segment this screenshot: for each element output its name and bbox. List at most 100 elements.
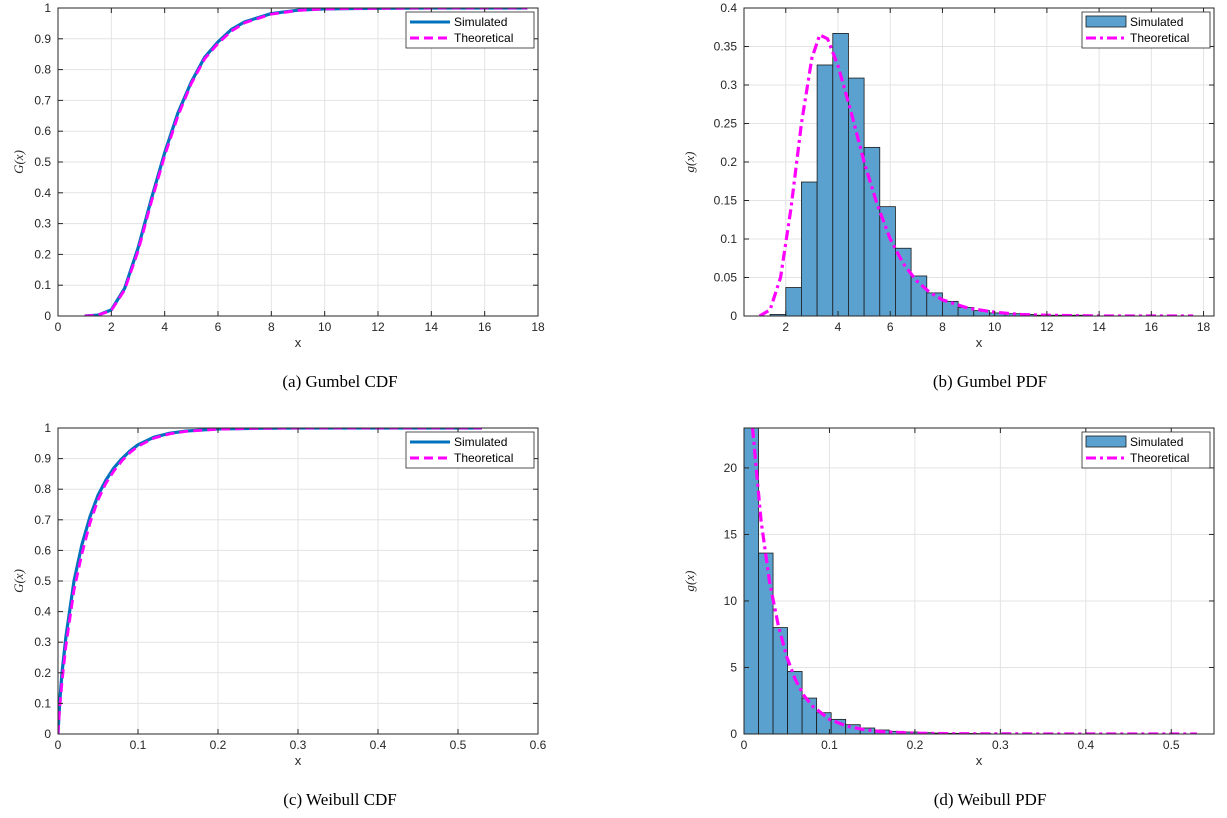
- x-tick-label: 0: [55, 738, 62, 752]
- y-tick-label: 0.15: [714, 194, 738, 208]
- histogram-bar: [895, 247, 912, 316]
- legend: Simulated Theoretical: [405, 431, 535, 469]
- y-tick-label: 20: [724, 461, 738, 475]
- x-tick-label: 4: [161, 320, 168, 334]
- y-tick-label: 15: [724, 527, 738, 541]
- x-tick-label: 16: [478, 320, 492, 334]
- y-tick-label: 0.3: [720, 78, 737, 92]
- y-axis-label: G(x): [11, 150, 26, 174]
- series-line-theoretical: [758, 33, 1194, 316]
- tick-labels: 0 2 4 6 8 10 12 14 16 18 0 0.1 0.2 0.3 0.4 0.5 0.6 0.7 0.8…: [34, 1, 545, 334]
- x-tick-label: 0.4: [1077, 738, 1094, 752]
- y-tick-label: 0.5: [34, 574, 51, 588]
- y-axis-label: G(x): [11, 569, 26, 593]
- y-tick-label: 0.4: [720, 1, 737, 15]
- x-tick-label: 2: [108, 320, 115, 334]
- legend-label-theoretical: Theoretical: [1130, 451, 1189, 465]
- y-tick-label: 0.3: [34, 217, 51, 231]
- histogram-bar: [910, 275, 928, 316]
- y-tick-label: 0.2: [720, 155, 737, 169]
- x-axis-label: x: [295, 335, 302, 350]
- y-tick-label: 0: [730, 727, 737, 741]
- histogram-bar: [926, 292, 943, 316]
- x-tick-label: 18: [531, 320, 545, 334]
- legend-label-theoretical: Theoretical: [454, 31, 513, 45]
- x-tick-label: 6: [887, 320, 894, 334]
- x-tick-label: 0.3: [992, 738, 1009, 752]
- x-tick-label: 0: [55, 320, 62, 334]
- legend: Simulated Theoretical: [405, 11, 535, 49]
- chart-weibull-cdf-svg: 0 0.1 0.2 0.3 0.4 0.5 0.6 0 0.1 0.2 0.3 0.4 0.5 0.6 0.…: [11, 421, 547, 768]
- y-tick-label: 0.5: [34, 155, 51, 169]
- legend-label-simulated: Simulated: [454, 15, 507, 29]
- plot-content: [744, 428, 1197, 734]
- y-tick-label: 0.4: [34, 605, 51, 619]
- caption-weibull-cdf: (c) Weibull CDF: [283, 790, 397, 809]
- y-tick-label: 0.9: [34, 32, 51, 46]
- x-tick-label: 0.5: [1163, 738, 1180, 752]
- x-tick-label: 14: [1092, 320, 1106, 334]
- caption-gumbel-pdf: (b) Gumbel PDF: [932, 372, 1048, 391]
- y-tick-label: 0.8: [34, 482, 51, 496]
- y-tick-label: 0.1: [720, 232, 737, 246]
- histogram-bar: [863, 146, 881, 316]
- chart-weibull-pdf: 0 0.1 0.2 0.3 0.4 0.5 0 5 10 15 20 x g(x) Simulated Th…: [660, 418, 1227, 778]
- chart-weibull-cdf: 0 0.1 0.2 0.3 0.4 0.5 0.6 0 0.1 0.2 0.3 0.4 0.5 0.6 0.…: [0, 418, 560, 778]
- x-tick-label: 8: [268, 320, 275, 334]
- x-axis-label: x: [295, 753, 302, 768]
- y-tick-label: 0.3: [34, 635, 51, 649]
- y-tick-label: 0.1: [34, 696, 51, 710]
- legend-swatch-simulated: [1085, 435, 1127, 448]
- y-tick-label: 1: [44, 421, 51, 435]
- x-tick-label: 0.2: [907, 738, 924, 752]
- y-tick-label: 0.05: [714, 271, 738, 285]
- x-tick-label: 0.1: [130, 738, 147, 752]
- y-tick-label: 5: [730, 660, 737, 674]
- chart-gumbel-cdf: 0 2 4 6 8 10 12 14 16 18 0 0.1 0.2 0.3 0.4 0.5 0.6 0.7 0.8…: [0, 0, 560, 360]
- legend-label-simulated: Simulated: [1130, 15, 1183, 29]
- y-tick-label: 0.1: [34, 278, 51, 292]
- x-tick-label: 14: [425, 320, 439, 334]
- x-tick-label: 4: [835, 320, 842, 334]
- series-line-theoretical: [58, 428, 482, 734]
- y-tick-label: 0: [44, 727, 51, 741]
- caption-weibull-pdf: (d) Weibull PDF: [933, 790, 1047, 809]
- y-tick-label: 0.2: [34, 247, 51, 261]
- x-tick-label: 0.6: [530, 738, 547, 752]
- y-tick-label: 0: [730, 309, 737, 323]
- plot-content: [58, 428, 482, 734]
- x-tick-label: 2: [782, 320, 789, 334]
- legend: Simulated Theoretical: [1081, 431, 1211, 469]
- x-axis-label: x: [976, 753, 983, 768]
- legend-label-simulated: Simulated: [1130, 435, 1183, 449]
- y-tick-label: 0.8: [34, 63, 51, 77]
- tick-labels: 0 0.1 0.2 0.3 0.4 0.5 0 5 10 15 20: [724, 428, 1214, 752]
- plot-area: [744, 428, 1214, 734]
- legend-swatch-simulated: [1085, 15, 1127, 28]
- y-tick-label: 0.7: [34, 513, 51, 527]
- x-tick-label: 0: [741, 738, 748, 752]
- y-tick-label: 0: [44, 309, 51, 323]
- y-tick-label: 0.2: [34, 666, 51, 680]
- axes-box: [743, 427, 1215, 735]
- y-tick-label: 1: [44, 1, 51, 15]
- y-tick-label: 0.6: [34, 124, 51, 138]
- chart-weibull-pdf-svg: 0 0.1 0.2 0.3 0.4 0.5 0 5 10 15 20 x g(x) Simulated Th…: [682, 427, 1215, 768]
- x-tick-label: 0.4: [370, 738, 387, 752]
- y-axis-label: g(x): [682, 571, 697, 592]
- y-tick-label: 10: [724, 594, 738, 608]
- y-tick-label: 0.7: [34, 93, 51, 107]
- legend-label-theoretical: Theoretical: [454, 451, 513, 465]
- x-tick-label: 0.2: [210, 738, 227, 752]
- chart-gumbel-cdf-svg: 0 2 4 6 8 10 12 14 16 18 0 0.1 0.2 0.3 0.4 0.5 0.6 0.7 0.8…: [11, 1, 545, 350]
- histogram-bar: [879, 206, 896, 316]
- x-tick-label: 0.1: [821, 738, 838, 752]
- x-tick-label: 12: [1040, 320, 1054, 334]
- histogram-bar: [801, 697, 818, 734]
- y-tick-label: 0.6: [34, 543, 51, 557]
- x-tick-label: 16: [1145, 320, 1159, 334]
- x-axis-label: x: [976, 335, 983, 350]
- x-tick-label: 0.3: [290, 738, 307, 752]
- legend-box: [405, 431, 535, 469]
- legend-label-theoretical: Theoretical: [1130, 31, 1189, 45]
